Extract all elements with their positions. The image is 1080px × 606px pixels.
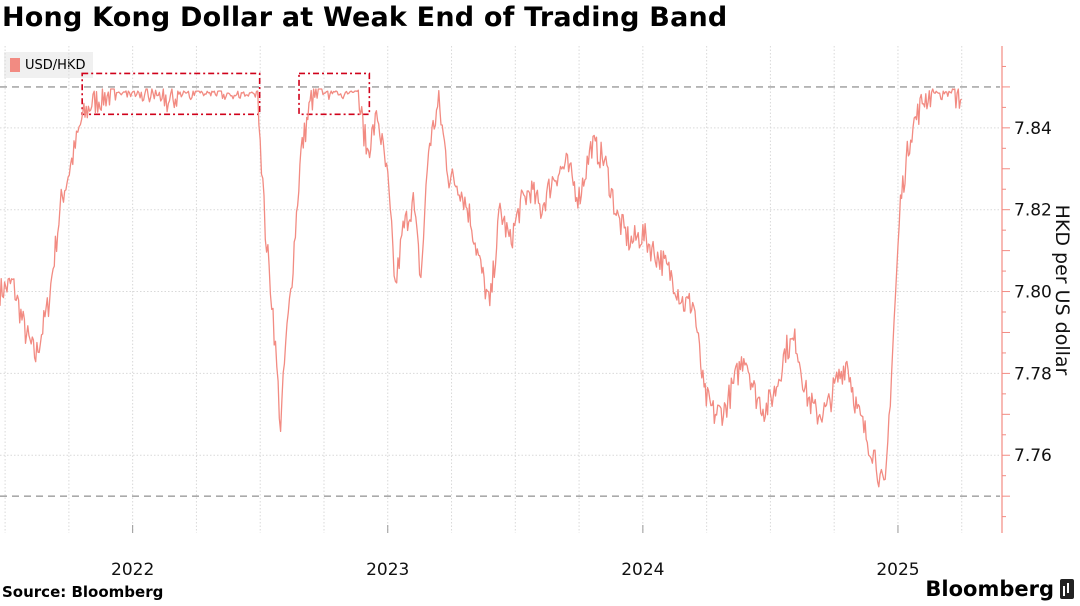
- x-tick-labels: 2022 2023 2024 2025: [111, 525, 920, 580]
- x-tick-label: 2025: [876, 560, 919, 580]
- x-tick-label: 2022: [111, 560, 154, 580]
- brand-name: Bloomberg: [925, 577, 1054, 601]
- highlight-box: [81, 72, 261, 116]
- source-note: Source: Bloomberg: [2, 583, 164, 601]
- bloomberg-logo: Bloomberg: [925, 577, 1074, 601]
- y-tick-label: 7.76: [1014, 446, 1052, 466]
- horizontal-gridlines: [0, 127, 1000, 456]
- y-tick-label: 7.78: [1014, 364, 1052, 384]
- legend-label: USD/HKD: [25, 57, 86, 73]
- reference-lines: [0, 86, 1000, 497]
- y-tick-label: 7.84: [1014, 119, 1052, 139]
- bloomberg-mark-icon: [1060, 579, 1074, 599]
- chart-title: Hong Kong Dollar at Weak End of Trading …: [2, 2, 728, 33]
- x-tick-label: 2024: [621, 560, 664, 580]
- y-axis: [1001, 46, 1010, 533]
- highlight-boxes: [81, 72, 371, 116]
- legend-swatch: [10, 58, 20, 72]
- y-tick-labels: 7.76 7.78 7.80 7.82 7.84: [1014, 119, 1052, 466]
- vertical-gridlines: [4, 46, 963, 533]
- y-tick-label: 7.82: [1014, 201, 1052, 221]
- y-tick-label: 7.80: [1014, 283, 1052, 303]
- y-axis-label: HKD per US dollar: [1051, 205, 1073, 376]
- legend: USD/HKD: [4, 52, 94, 78]
- x-tick-label: 2023: [366, 560, 409, 580]
- usd-hkd-line: [0, 88, 963, 488]
